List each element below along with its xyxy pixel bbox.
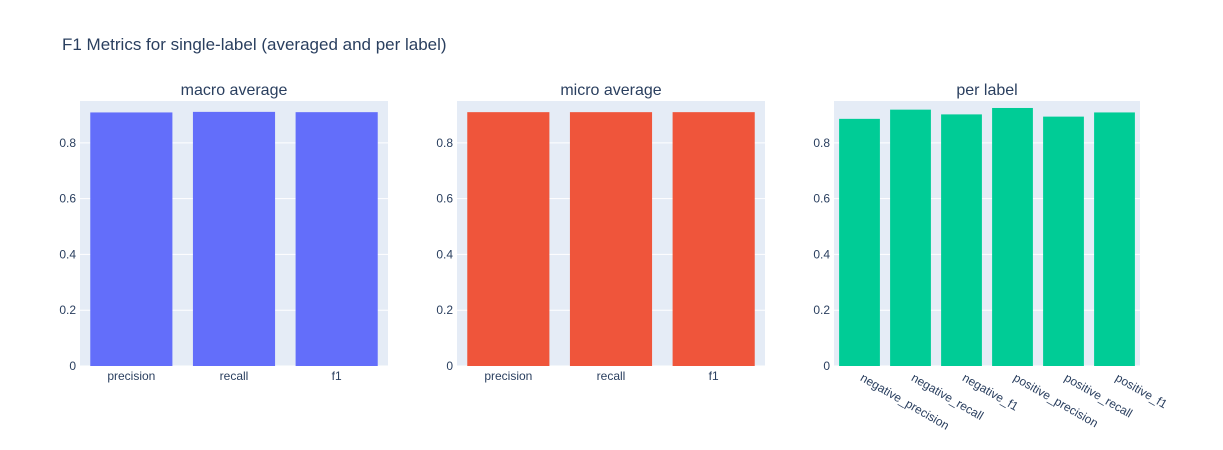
y-tick-label: 0: [69, 359, 76, 373]
y-tick-label: 0.8: [436, 136, 453, 150]
x-tick-label: recall: [220, 369, 249, 383]
x-tick-label: f1: [332, 369, 342, 383]
y-tick-label: 0.6: [813, 192, 830, 206]
y-tick-label: 0.2: [813, 303, 830, 317]
chart-title: F1 Metrics for single-label (averaged an…: [62, 35, 447, 54]
bar-precision: [90, 112, 173, 366]
y-tick-label: 0: [446, 359, 453, 373]
bar-positive_recall: [1043, 116, 1084, 366]
bar-f1: [672, 112, 755, 366]
y-tick-label: 0.6: [436, 192, 453, 206]
subplot-title: per label: [956, 82, 1017, 99]
bar-precision: [467, 112, 550, 366]
y-tick-label: 0.4: [59, 247, 76, 261]
bar-negative_precision: [839, 118, 880, 366]
subplot-1: 0 0.2 0.4 0.6 0.8 precision recall f1 macro aver…: [59, 82, 388, 383]
plot-background: [834, 101, 1140, 366]
y-tick-label: 0.8: [813, 136, 830, 150]
bar-recall: [192, 111, 276, 367]
y-tick-label: 0.4: [436, 247, 453, 261]
bar-positive_precision: [992, 107, 1033, 366]
x-tick-label: f1: [709, 369, 719, 383]
subplot-2: 0 0.2 0.4 0.6 0.8 precision recall f1 micro aver…: [436, 82, 765, 383]
bar-negative_recall: [890, 109, 931, 366]
y-tick-label: 0.2: [436, 303, 453, 317]
y-tick-label: 0: [823, 359, 830, 373]
y-tick-label: 0.6: [59, 192, 76, 206]
subplot-3: 00.20.40.60.8negative_precisionnegative_…: [813, 82, 1170, 433]
bar-f1: [295, 112, 378, 366]
x-tick-label: precision: [484, 369, 532, 383]
x-tick-label: negative_precision: [858, 370, 952, 432]
bar-positive_f1: [1094, 112, 1135, 366]
y-tick-label: 0.8: [59, 136, 76, 150]
x-tick-label: positive_precision: [1011, 370, 1101, 430]
y-tick-label: 0.4: [813, 247, 830, 261]
bar-negative_f1: [941, 114, 982, 367]
subplot-title: macro average: [181, 82, 288, 99]
x-tick-label: recall: [597, 369, 626, 383]
bar-recall: [569, 112, 653, 366]
y-tick-label: 0.2: [59, 303, 76, 317]
subplot-title: micro average: [560, 82, 661, 99]
x-tick-label: precision: [107, 369, 155, 383]
